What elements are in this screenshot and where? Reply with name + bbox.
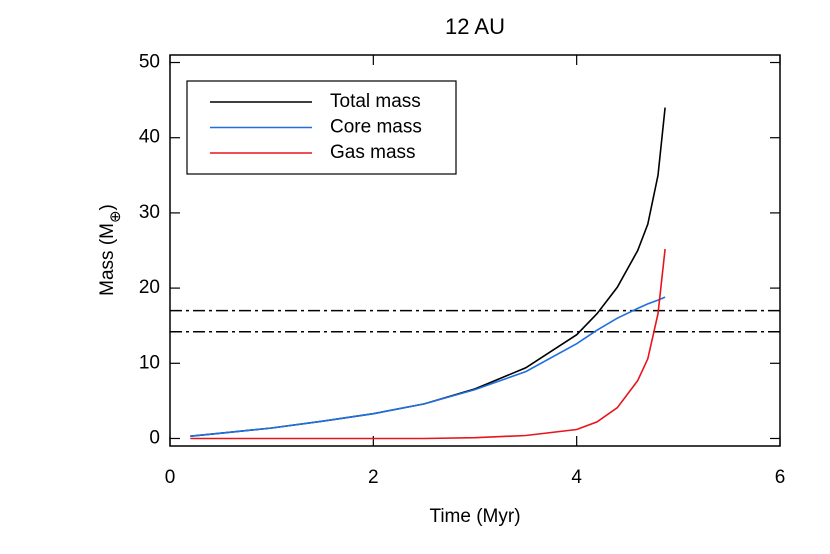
legend-label: Core mass: [330, 117, 422, 138]
y-tick-label: 40: [139, 127, 160, 148]
x-tick-label: 2: [368, 467, 379, 488]
y-tick-label: 0: [149, 427, 160, 448]
x-tick-label: 4: [571, 467, 582, 488]
y-label-close: ): [97, 204, 118, 210]
legend-label: Total mass: [330, 91, 421, 112]
y-tick-label: 30: [139, 202, 160, 223]
legend-label: Gas mass: [330, 142, 416, 163]
series-line: [190, 248, 666, 440]
y-label-sub: ⊕: [107, 210, 124, 223]
y-axis-label: Mass (M⊕): [97, 204, 124, 296]
x-tick-label: 0: [165, 467, 176, 488]
y-label-main: Mass (M: [97, 223, 118, 296]
series-line: [190, 296, 666, 437]
x-tick-label: 6: [775, 467, 786, 488]
x-axis-label: Time (Myr): [429, 506, 520, 527]
plot-frame: [169, 54, 781, 447]
y-tick-label: 10: [139, 352, 160, 373]
y-tick-label: 50: [139, 52, 160, 73]
chart-title: 12 AU: [445, 14, 505, 39]
y-tick-label: 20: [139, 277, 160, 298]
